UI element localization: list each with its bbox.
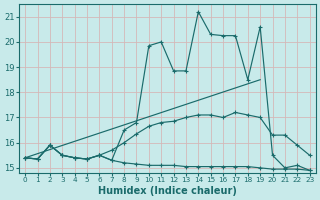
X-axis label: Humidex (Indice chaleur): Humidex (Indice chaleur) [98,186,237,196]
